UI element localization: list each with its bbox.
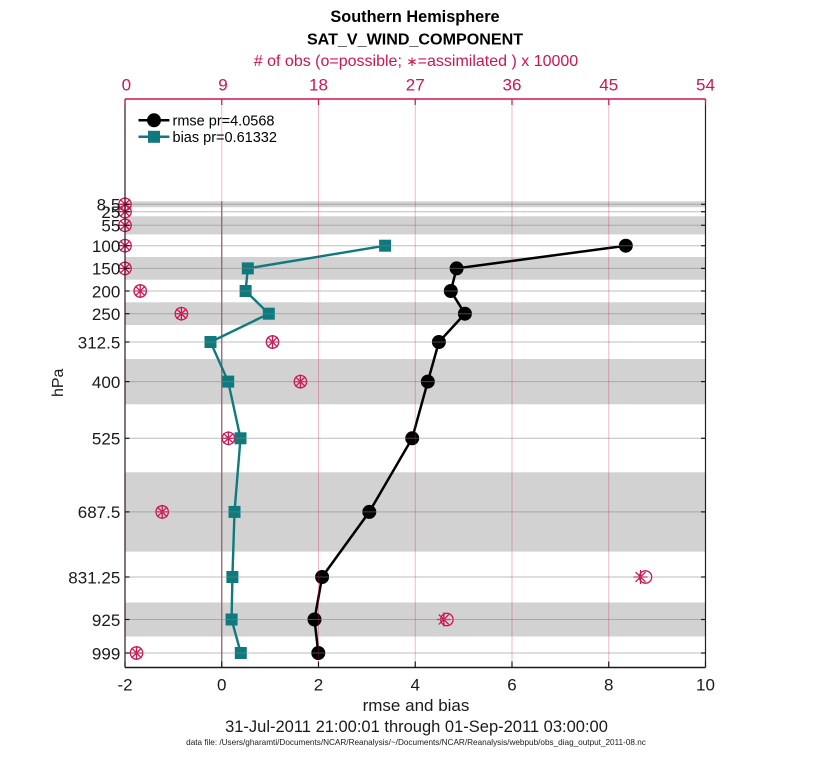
svg-text:27: 27 [406,76,425,95]
svg-text:31-Jul-2011 21:00:01 through 0: 31-Jul-2011 21:00:01 through 01-Sep-2011… [225,718,608,736]
svg-text:rmse and bias: rmse and bias [363,696,470,715]
svg-text:8.5: 8.5 [97,196,121,215]
svg-text:-2: -2 [117,676,132,695]
svg-text:# of obs (o=possible; ∗=assimi: # of obs (o=possible; ∗=assimilated ) x … [254,53,578,70]
svg-text:25: 25 [101,203,120,222]
svg-text:150: 150 [92,260,120,279]
svg-text:9: 9 [218,76,227,95]
svg-text:525: 525 [92,430,120,449]
svg-text:400: 400 [92,373,120,392]
svg-text:100: 100 [92,237,120,256]
svg-text:SAT_V_WIND_COMPONENT: SAT_V_WIND_COMPONENT [307,30,523,48]
svg-text:2: 2 [314,676,323,695]
svg-text:312.5: 312.5 [78,333,121,352]
svg-text:200: 200 [92,282,120,301]
svg-text:250: 250 [92,305,120,324]
svg-text:rmse pr=4.0568: rmse pr=4.0568 [173,113,275,129]
svg-text:Southern Hemisphere: Southern Hemisphere [330,8,499,26]
svg-text:hPa: hPa [50,368,67,397]
svg-text:0: 0 [122,76,131,95]
svg-text:999: 999 [92,644,120,663]
svg-text:831.25: 831.25 [68,568,120,587]
svg-text:data file: /Users/gharamti/Doc: data file: /Users/gharamti/Documents/NCA… [186,738,646,747]
svg-text:10: 10 [696,676,715,695]
svg-text:0: 0 [217,676,226,695]
svg-text:36: 36 [503,76,522,95]
svg-text:18: 18 [309,76,328,95]
svg-text:925: 925 [92,611,120,630]
svg-text:45: 45 [599,76,618,95]
svg-text:687.5: 687.5 [78,503,121,522]
svg-text:4: 4 [411,676,420,695]
svg-text:55: 55 [101,217,120,236]
svg-text:6: 6 [507,676,516,695]
svg-text:54: 54 [696,76,715,95]
svg-text:bias pr=0.61332: bias pr=0.61332 [173,130,277,146]
svg-text:8: 8 [604,676,613,695]
